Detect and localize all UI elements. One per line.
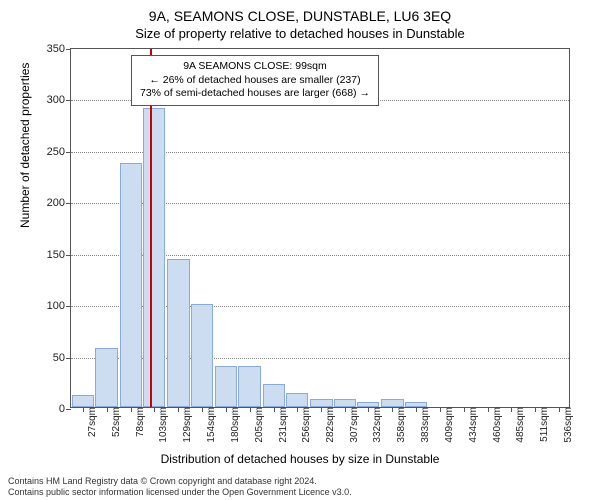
xtick-label: 434sqm [468, 407, 479, 443]
xtick-mark [440, 407, 441, 412]
xtick-mark [131, 407, 132, 412]
xtick-label: 27sqm [87, 407, 98, 437]
xtick-label: 511sqm [539, 407, 550, 442]
histogram-bar [381, 399, 403, 407]
ytick-label: 0 [59, 403, 71, 415]
xtick-mark [107, 407, 108, 412]
histogram-bar [143, 108, 165, 407]
xtick-mark [416, 407, 417, 412]
ytick-label: 200 [47, 197, 71, 209]
xtick-label: 383sqm [420, 407, 431, 443]
ytick-label: 300 [47, 94, 71, 106]
xtick-label: 52sqm [111, 407, 122, 437]
histogram-bar [191, 304, 213, 407]
xtick-mark [297, 407, 298, 412]
ytick-label: 150 [47, 249, 71, 261]
xtick-mark [535, 407, 536, 412]
histogram-bar [95, 348, 117, 407]
xtick-mark [226, 407, 227, 412]
xtick-mark [202, 407, 203, 412]
xtick-mark [392, 407, 393, 412]
footer-line-1: Contains HM Land Registry data © Crown c… [8, 476, 352, 487]
xtick-mark [250, 407, 251, 412]
xtick-label: 536sqm [563, 407, 574, 443]
xtick-label: 180sqm [230, 407, 241, 443]
histogram-bar [167, 259, 189, 407]
histogram-bar [310, 399, 332, 407]
x-axis-label: Distribution of detached houses by size … [0, 452, 600, 466]
xtick-label: 409sqm [444, 407, 455, 443]
footer-attribution: Contains HM Land Registry data © Crown c… [8, 476, 352, 498]
footer-line-2: Contains public sector information licen… [8, 487, 352, 498]
xtick-mark [368, 407, 369, 412]
xtick-label: 129sqm [182, 407, 193, 443]
xtick-mark [464, 407, 465, 412]
xtick-label: 332sqm [372, 407, 383, 443]
histogram-bar [215, 366, 237, 407]
xtick-mark [511, 407, 512, 412]
subtitle: Size of property relative to detached ho… [0, 24, 600, 41]
histogram-bar [334, 399, 356, 407]
xtick-label: 282sqm [325, 407, 336, 443]
histogram-bar [286, 393, 308, 407]
xtick-mark [154, 407, 155, 412]
annotation-line: ← 26% of detached houses are smaller (23… [140, 74, 370, 88]
xtick-label: 154sqm [206, 407, 217, 443]
annotation-line: 73% of semi-detached houses are larger (… [140, 87, 370, 101]
histogram-bar [238, 366, 260, 407]
xtick-mark [178, 407, 179, 412]
ytick-label: 250 [47, 146, 71, 158]
xtick-mark [559, 407, 560, 412]
xtick-label: 205sqm [254, 407, 265, 443]
xtick-label: 460sqm [492, 407, 503, 443]
annotation-line: 9A SEAMONS CLOSE: 99sqm [140, 60, 370, 74]
xtick-label: 78sqm [135, 407, 146, 437]
xtick-mark [488, 407, 489, 412]
histogram-bar [120, 163, 142, 407]
ytick-label: 50 [53, 352, 71, 364]
y-axis-label: Number of detached properties [18, 63, 32, 228]
ytick-label: 350 [47, 43, 71, 55]
xtick-label: 103sqm [158, 407, 169, 443]
xtick-mark [274, 407, 275, 412]
xtick-label: 485sqm [515, 407, 526, 443]
plot-wrap: 05010015020025030035027sqm52sqm78sqm103s… [70, 48, 570, 408]
xtick-label: 358sqm [396, 407, 407, 443]
xtick-label: 231sqm [278, 407, 289, 443]
xtick-mark [321, 407, 322, 412]
page-title: 9A, SEAMONS CLOSE, DUNSTABLE, LU6 3EQ [0, 0, 600, 24]
xtick-label: 256sqm [301, 407, 312, 443]
annotation-box: 9A SEAMONS CLOSE: 99sqm← 26% of detached… [131, 55, 379, 106]
xtick-mark [83, 407, 84, 412]
histogram-plot: 05010015020025030035027sqm52sqm78sqm103s… [70, 48, 570, 408]
xtick-label: 307sqm [349, 407, 360, 443]
histogram-bar [263, 384, 285, 407]
ytick-label: 100 [47, 300, 71, 312]
histogram-bar [72, 395, 94, 407]
xtick-mark [345, 407, 346, 412]
